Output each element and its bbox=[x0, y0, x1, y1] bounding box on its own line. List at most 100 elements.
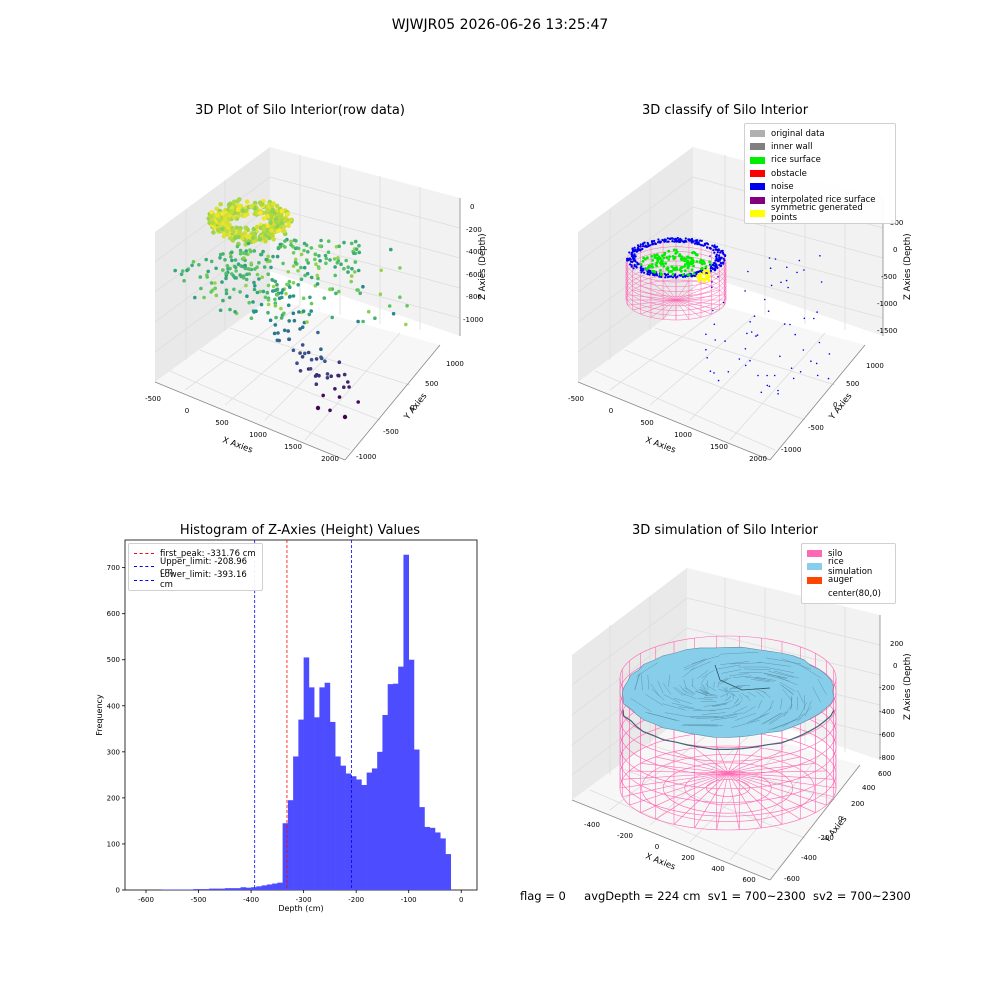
scatter-point bbox=[323, 359, 327, 364]
y-tick-label: 100 bbox=[107, 840, 120, 848]
scatter-point bbox=[223, 258, 227, 262]
surface-mesh bbox=[804, 700, 812, 717]
silo-spoke bbox=[622, 772, 729, 780]
scatter-point bbox=[288, 285, 292, 290]
surface-mesh bbox=[750, 679, 770, 683]
legend-swatch bbox=[750, 209, 765, 217]
silo-spoke bbox=[727, 747, 762, 774]
scatter-point bbox=[261, 235, 267, 241]
noise-point bbox=[680, 238, 683, 241]
scatter-point bbox=[357, 243, 361, 248]
legend-label: silo bbox=[828, 548, 843, 559]
scatter-point bbox=[224, 271, 228, 276]
noise-point bbox=[716, 251, 719, 254]
scatter-point bbox=[318, 244, 322, 248]
surface-mesh bbox=[750, 712, 770, 723]
surface-mesh bbox=[773, 670, 800, 679]
surface-mesh bbox=[743, 706, 756, 715]
rice-surface-point bbox=[675, 266, 678, 269]
noise-point bbox=[818, 341, 821, 344]
scatter-point bbox=[260, 275, 265, 280]
surface-mesh bbox=[782, 713, 805, 728]
surface-mesh bbox=[679, 685, 688, 694]
noise-point bbox=[764, 298, 766, 301]
scatter-point bbox=[344, 258, 349, 263]
rice-surface-point bbox=[672, 267, 675, 271]
noise-point bbox=[632, 256, 635, 259]
rice-surface-point bbox=[683, 259, 686, 263]
noise-point bbox=[636, 263, 639, 266]
surface-mesh bbox=[755, 676, 777, 681]
rice-surface-point bbox=[668, 255, 671, 259]
rice-surface-point bbox=[650, 254, 654, 258]
scatter-point bbox=[342, 385, 346, 390]
x-tick-label: 1500 bbox=[284, 443, 302, 451]
noise-point bbox=[713, 323, 716, 326]
p1-zlabel: Z Axies (Depth) bbox=[478, 233, 488, 300]
scatter-point bbox=[238, 225, 243, 231]
legend-swatch bbox=[807, 563, 822, 571]
noise-point bbox=[630, 265, 633, 268]
legend-swatch bbox=[750, 170, 765, 178]
histogram-bar bbox=[366, 772, 373, 890]
scatter-point bbox=[241, 276, 246, 280]
rice-surface-point bbox=[645, 267, 649, 271]
scatter-point bbox=[281, 224, 287, 229]
scatter-point bbox=[268, 220, 273, 225]
p2-legend: original data inner wall rice surface obsta… bbox=[744, 123, 896, 225]
scatter-point bbox=[336, 259, 341, 263]
noise-point bbox=[749, 321, 751, 323]
scatter-point bbox=[231, 274, 236, 278]
histogram-bar bbox=[308, 687, 315, 890]
surface-mesh bbox=[634, 674, 639, 691]
scatter-point bbox=[242, 231, 247, 236]
symmetric-point bbox=[706, 269, 710, 273]
legend-entry: Upper_limit: -208.96 cm bbox=[134, 557, 257, 577]
surface-mesh bbox=[731, 720, 760, 728]
noise-point bbox=[684, 240, 687, 243]
symmetric-point bbox=[702, 271, 706, 275]
surface-mesh bbox=[647, 674, 650, 690]
noise-point bbox=[666, 237, 669, 240]
noise-point bbox=[631, 249, 635, 252]
scatter-point bbox=[209, 281, 214, 285]
scatter-point bbox=[205, 275, 209, 279]
scatter-point bbox=[328, 287, 332, 292]
noise-point bbox=[714, 339, 716, 341]
surface-mesh bbox=[688, 725, 724, 726]
silo-spoke bbox=[675, 299, 720, 311]
noise-point bbox=[789, 323, 791, 326]
p1-tick-labels: -500 0 500 1000 1500 2000 -1000 -500 0 500 1000 0 -2… bbox=[145, 203, 483, 463]
scatter-point bbox=[298, 369, 303, 373]
surface-mesh bbox=[799, 664, 822, 679]
x-tick-label: 600 bbox=[742, 876, 755, 884]
noise-point bbox=[810, 360, 812, 363]
noise-point bbox=[649, 244, 652, 247]
y-tick-label: 600 bbox=[878, 770, 891, 778]
scatter-point bbox=[270, 278, 274, 282]
rice-surface-point bbox=[692, 250, 696, 254]
histogram-bar bbox=[298, 719, 304, 890]
scatter-point bbox=[282, 218, 288, 223]
rice-surface-point bbox=[667, 249, 671, 253]
scatter-point bbox=[315, 405, 321, 411]
silo-spoke bbox=[675, 282, 702, 301]
noise-point bbox=[675, 239, 678, 242]
scatter-point bbox=[229, 254, 233, 259]
noise-point bbox=[755, 335, 757, 337]
surface-mesh bbox=[765, 657, 802, 665]
surface-mesh bbox=[799, 702, 807, 718]
surface-mesh bbox=[741, 692, 748, 698]
silo-spoke bbox=[727, 751, 783, 774]
scatter-point bbox=[319, 238, 323, 243]
scatter-point bbox=[282, 311, 286, 316]
scatter-point bbox=[197, 263, 201, 267]
histogram-bar bbox=[224, 888, 231, 890]
noise-point bbox=[716, 245, 719, 248]
scatter-point bbox=[257, 261, 261, 265]
surface-mesh bbox=[722, 687, 727, 692]
scatter-point bbox=[244, 225, 249, 231]
rice-surface-point bbox=[654, 263, 658, 267]
rice-surface-point bbox=[684, 257, 688, 261]
noise-point bbox=[665, 273, 668, 276]
